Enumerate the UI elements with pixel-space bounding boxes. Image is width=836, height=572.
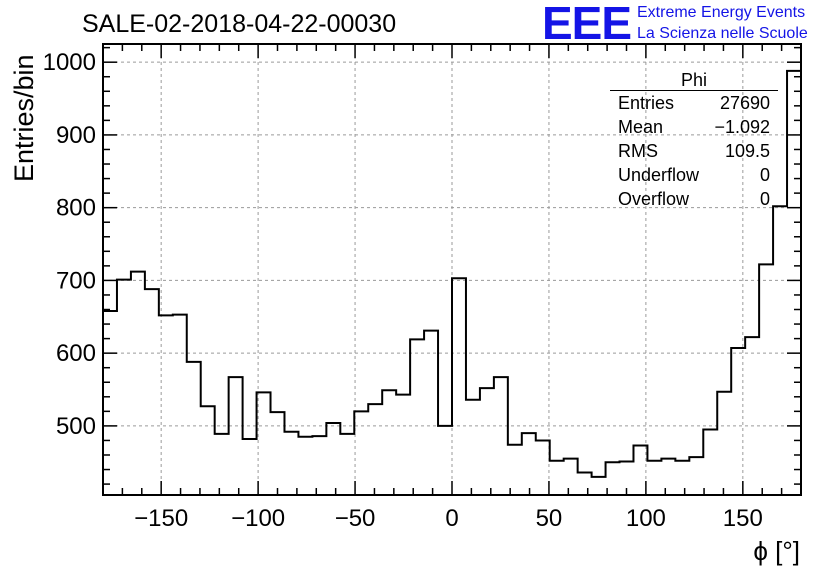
x-axis-label: ϕ [°]: [753, 536, 800, 566]
x-tick-label: 0: [445, 505, 458, 532]
stats-key: Mean: [618, 117, 664, 137]
stats-box: Phi Entries 27690 Mean −1.092 RMS 109.5 …: [610, 70, 778, 211]
stats-row-overflow: Overflow 0: [610, 187, 778, 211]
y-axis-label: Entries/bin: [9, 54, 39, 182]
logo-line-1: Extreme Energy Events: [637, 4, 806, 21]
y-tick-label: 500: [56, 413, 96, 440]
stats-row-mean: Mean −1.092: [610, 115, 778, 139]
stats-row-rms: RMS 109.5: [610, 139, 778, 163]
y-tick-labels: 500 600 700 800 900 1000: [43, 49, 96, 440]
x-tick-label: −150: [134, 505, 188, 532]
y-tick-label: 800: [56, 195, 96, 222]
logo-line-2: La Scienza nelle Scuole: [637, 25, 808, 42]
x-tick-label: 50: [536, 505, 563, 532]
stats-box-name: Phi: [610, 70, 778, 91]
histogram-outline: [103, 69, 801, 478]
stats-key: Underflow: [618, 165, 700, 185]
stats-key: Entries: [618, 93, 675, 113]
stats-key: Overflow: [618, 189, 690, 209]
stats-value: 27690: [719, 93, 770, 113]
eee-logo: EEE: [542, 0, 632, 49]
stats-row-underflow: Underflow 0: [610, 163, 778, 187]
x-tick-label: 100: [626, 505, 666, 532]
stats-value: −1.092: [714, 117, 770, 137]
stats-row-entries: Entries 27690: [610, 91, 778, 115]
x-tick-label: −50: [335, 505, 376, 532]
axis-ticks: [102, 44, 802, 495]
stats-value: 109.5: [724, 141, 770, 161]
stats-value: 0: [759, 165, 770, 185]
stats-key: RMS: [618, 141, 658, 161]
x-tick-label: 150: [723, 505, 763, 532]
y-tick-label: 600: [56, 340, 96, 367]
chart-title: SALE-02-2018-04-22-00030: [82, 10, 397, 38]
x-tick-labels: −150 −100 −50 0 50 100 150: [134, 505, 763, 532]
y-tick-label: 1000: [43, 49, 96, 76]
stats-value: 0: [759, 189, 770, 209]
y-tick-label: 700: [56, 267, 96, 294]
x-tick-label: −100: [231, 505, 285, 532]
y-tick-label: 900: [56, 122, 96, 149]
